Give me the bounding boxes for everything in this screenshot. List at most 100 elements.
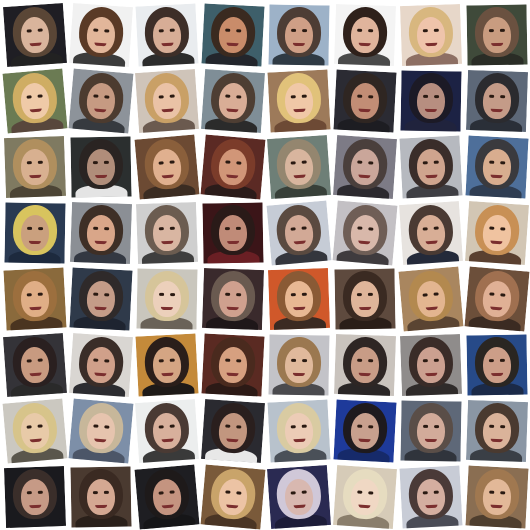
right-eye xyxy=(236,359,242,363)
right-eye xyxy=(301,424,307,428)
face-tile xyxy=(3,267,67,331)
right-eye xyxy=(368,29,374,33)
right-eye xyxy=(500,425,506,429)
right-eye xyxy=(169,490,175,494)
mouth xyxy=(424,438,437,443)
face-tile xyxy=(465,465,529,529)
right-eye xyxy=(367,292,373,296)
left-eye xyxy=(423,424,429,428)
right-eye xyxy=(434,425,440,429)
face-tile xyxy=(332,464,398,530)
left-eye xyxy=(158,227,164,231)
face-tile xyxy=(399,135,463,199)
right-eye xyxy=(236,425,242,429)
right-eye xyxy=(302,359,308,363)
face-tile xyxy=(399,3,463,67)
face-tile xyxy=(267,69,331,133)
right-eye xyxy=(169,358,175,362)
left-eye xyxy=(225,490,231,494)
right-eye xyxy=(236,293,242,297)
face xyxy=(416,82,446,120)
right-eye xyxy=(499,28,505,32)
left-eye xyxy=(422,491,428,495)
left-eye xyxy=(158,425,164,429)
right-eye xyxy=(433,226,439,230)
right-eye xyxy=(500,293,506,297)
mouth xyxy=(292,372,305,377)
right-eye xyxy=(37,292,43,296)
face-tile xyxy=(200,398,266,464)
face-tile xyxy=(136,268,198,330)
right-eye xyxy=(236,491,242,495)
left-eye xyxy=(423,94,429,98)
face xyxy=(416,346,446,384)
mouth xyxy=(491,42,504,47)
face-tile xyxy=(333,69,397,133)
right-eye xyxy=(368,359,374,363)
left-eye xyxy=(357,94,363,98)
face-tile xyxy=(70,466,132,528)
left-eye xyxy=(489,292,495,296)
left-eye xyxy=(26,491,32,495)
left-eye xyxy=(290,293,296,297)
right-eye xyxy=(433,358,439,362)
left-eye xyxy=(93,28,99,32)
left-eye xyxy=(26,29,32,33)
right-eye xyxy=(236,161,242,165)
mouth xyxy=(490,504,503,509)
face-tile xyxy=(201,267,265,331)
right-eye xyxy=(37,94,43,98)
left-eye xyxy=(291,358,297,362)
left-eye xyxy=(489,424,495,428)
right-eye xyxy=(433,490,439,494)
face-tile xyxy=(266,200,332,266)
left-eye xyxy=(92,491,98,495)
left-eye xyxy=(225,424,231,428)
face-tile xyxy=(399,333,463,397)
face xyxy=(20,478,50,516)
right-eye xyxy=(434,95,440,99)
right-eye xyxy=(500,227,506,231)
face xyxy=(482,82,512,120)
face-tile xyxy=(200,134,266,200)
face-tile xyxy=(332,200,398,266)
right-eye xyxy=(433,28,439,32)
right-eye xyxy=(236,29,242,33)
right-eye xyxy=(37,358,43,362)
face xyxy=(350,280,380,318)
right-eye xyxy=(301,490,307,494)
left-eye xyxy=(422,359,428,363)
right-eye xyxy=(301,226,307,230)
face xyxy=(20,214,50,252)
mouth xyxy=(94,306,107,311)
right-eye xyxy=(104,29,110,33)
mouth xyxy=(358,372,371,377)
left-eye xyxy=(159,292,165,296)
right-eye xyxy=(104,227,110,231)
right-eye xyxy=(500,95,506,99)
left-eye xyxy=(26,425,32,429)
face-tile xyxy=(334,268,396,330)
face-tile xyxy=(69,201,133,265)
right-eye xyxy=(169,226,175,230)
right-eye xyxy=(368,425,374,429)
mouth xyxy=(424,108,437,113)
right-eye xyxy=(301,94,307,98)
face-tile xyxy=(266,134,332,200)
face-tile xyxy=(464,200,530,266)
mouth xyxy=(226,306,239,311)
face-tile xyxy=(200,68,266,134)
face-tile xyxy=(465,399,529,463)
face xyxy=(482,346,512,384)
mouth xyxy=(95,504,108,509)
face xyxy=(416,412,446,450)
face-tile xyxy=(69,267,133,331)
left-eye xyxy=(489,160,495,164)
face xyxy=(20,148,50,186)
left-eye xyxy=(488,29,494,33)
right-eye xyxy=(104,425,110,429)
right-eye xyxy=(368,491,374,495)
face xyxy=(86,478,116,516)
face-tile xyxy=(333,399,397,463)
left-eye xyxy=(93,226,99,230)
